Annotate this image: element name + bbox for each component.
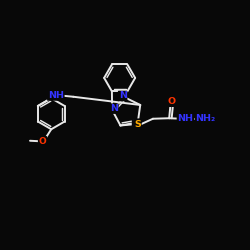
Text: S: S (134, 120, 141, 129)
Text: NH: NH (178, 114, 194, 123)
Text: N: N (110, 104, 118, 113)
Text: NH₂: NH₂ (195, 114, 216, 123)
Text: O: O (38, 137, 46, 146)
Text: N: N (132, 119, 140, 128)
Text: N: N (119, 92, 127, 100)
Text: O: O (168, 97, 176, 106)
Text: NH: NH (48, 91, 64, 100)
